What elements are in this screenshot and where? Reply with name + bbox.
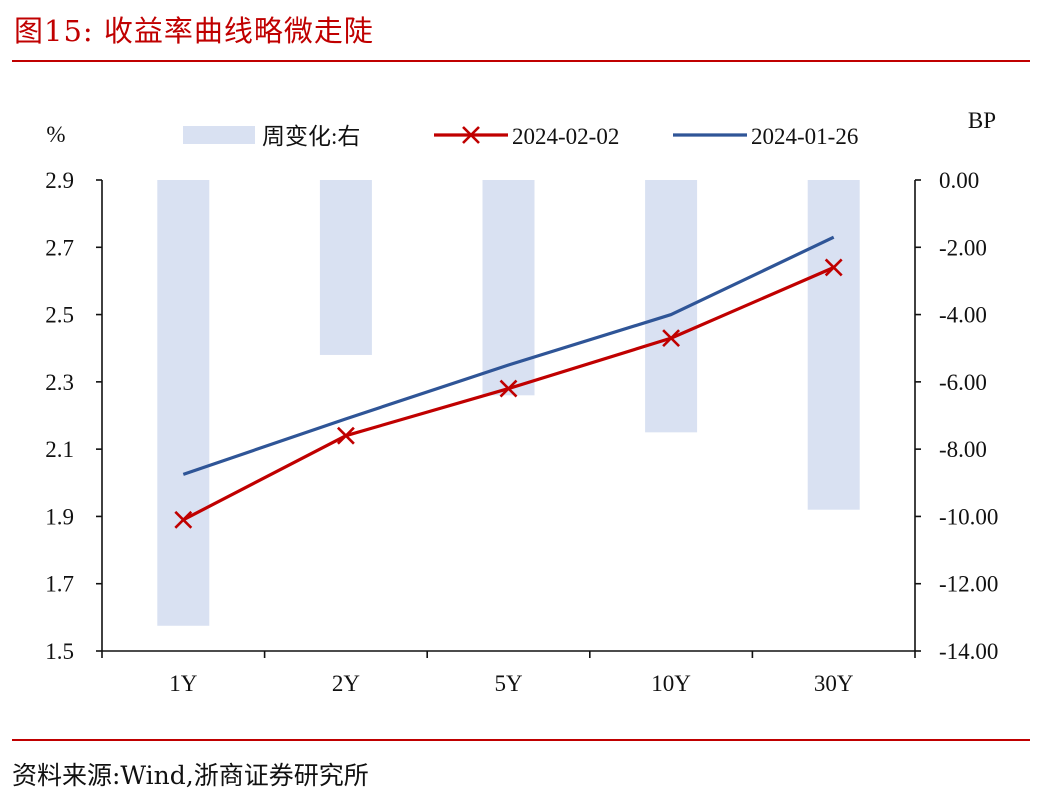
- x-tick-label: 5Y: [494, 671, 523, 696]
- right-tick-label: -6.00: [939, 370, 987, 395]
- left-tick-label: 1.9: [45, 504, 74, 529]
- left-axis-unit: %: [46, 122, 65, 147]
- right-axis-unit: BP: [968, 108, 996, 133]
- left-tick-label: 2.5: [45, 303, 74, 328]
- legend-label: 2024-02-02: [512, 124, 619, 149]
- x-tick-label: 10Y: [651, 671, 691, 696]
- left-tick-label: 2.1: [45, 437, 74, 462]
- point-marker-5y: [499, 379, 518, 398]
- left-tick-label: 2.3: [45, 370, 74, 395]
- top-rule: [12, 60, 1030, 62]
- lines-layer: [174, 235, 843, 529]
- left-tick-label: 2.7: [45, 235, 74, 260]
- right-tick-label: 0.00: [939, 168, 979, 193]
- line-series-2024-01-26: [182, 235, 835, 476]
- bar-30y: [807, 180, 860, 510]
- right-tick-label: -10.00: [939, 504, 998, 529]
- right-tick-label: -2.00: [939, 235, 987, 260]
- right-tick-label: -8.00: [939, 437, 987, 462]
- x-tick-label: 1Y: [169, 671, 198, 696]
- bottom-rule: [12, 739, 1030, 741]
- x-tick-label: 2Y: [332, 671, 361, 696]
- left-tick-label: 2.9: [45, 168, 74, 193]
- left-tick-label: 1.5: [45, 639, 74, 664]
- bar-1y: [157, 180, 210, 626]
- bars-layer: [157, 180, 860, 626]
- right-tick-label: -14.00: [939, 639, 998, 664]
- x-tick-label: 30Y: [814, 671, 854, 696]
- bar-5y: [482, 180, 535, 396]
- point-marker-2y: [336, 426, 355, 445]
- right-tick-label: -12.00: [939, 572, 998, 597]
- point-marker-30y: [824, 258, 843, 277]
- figure-title: 图15: 收益率曲线略微走陡: [14, 14, 374, 48]
- point-marker-10y: [662, 329, 681, 348]
- bar-2y: [319, 180, 372, 355]
- legend-label: 周变化:右: [262, 124, 360, 149]
- legend: 周变化:右 2024-02-02 2024-01-26: [183, 124, 858, 149]
- right-tick-label: -4.00: [939, 303, 987, 328]
- legend-marker: [462, 126, 480, 144]
- left-tick-label: 1.7: [45, 572, 74, 597]
- legend-label: 2024-01-26: [751, 124, 858, 149]
- legend-swatch-bar: [183, 126, 255, 144]
- point-marker-1y: [174, 510, 193, 529]
- axes-layer: 1.5 1.7 1.9 2.1 2.3 2.5 2.7 2.9 -14.00 -12.00 -10.…: [45, 108, 998, 696]
- source-note: 资料来源:Wind,浙商证券研究所: [12, 761, 369, 790]
